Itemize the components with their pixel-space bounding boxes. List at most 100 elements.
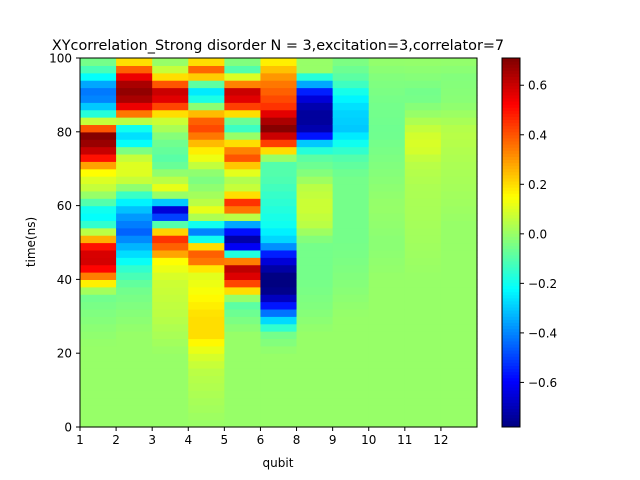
colorbar-band <box>502 393 520 397</box>
heatmap-cell <box>80 220 117 229</box>
heatmap-cell <box>296 235 334 244</box>
heatmap-cell <box>296 183 334 192</box>
heatmap-cell <box>332 412 370 421</box>
heatmap-cell <box>296 65 334 74</box>
heatmap-cell <box>440 331 478 340</box>
heatmap-cell <box>260 176 298 185</box>
colorbar-band <box>502 248 520 253</box>
heatmap-cell <box>152 345 189 354</box>
colorbar-band <box>502 137 520 142</box>
heatmap-cell <box>368 235 406 244</box>
heatmap-cell <box>296 419 334 428</box>
heatmap-cell <box>116 80 153 89</box>
heatmap-cell <box>80 353 117 362</box>
heatmap-cell <box>296 176 334 185</box>
heatmap-cell <box>188 367 225 376</box>
heatmap-cell <box>224 102 262 111</box>
heatmap-cell <box>188 235 225 244</box>
heatmap-cell <box>440 338 478 347</box>
heatmap-cell <box>296 308 334 317</box>
heatmap-cell <box>296 249 334 258</box>
colorbar-band <box>502 334 520 339</box>
heatmap-cell <box>332 249 370 258</box>
heatmap-cell <box>152 404 189 413</box>
colorbar-band <box>502 405 520 410</box>
colorbar-band <box>502 141 520 145</box>
heatmap-cell <box>440 301 478 310</box>
heatmap-cell <box>332 65 370 74</box>
heatmap-cell <box>80 131 117 140</box>
heatmap-cell <box>368 161 406 170</box>
heatmap-cell <box>440 190 478 199</box>
heatmap-cell <box>224 323 262 332</box>
heatmap-cell <box>152 212 189 221</box>
colorbar-band <box>502 316 520 320</box>
colorbar-band <box>502 347 520 351</box>
heatmap-cell <box>440 65 478 74</box>
heatmap-cell <box>260 286 298 295</box>
heatmap-cell <box>440 109 478 118</box>
heatmap-cell <box>152 367 189 376</box>
heatmap-cell <box>188 198 225 207</box>
heatmap-cell <box>188 338 225 347</box>
x-tick-label: 6 <box>257 433 265 447</box>
heatmap-cell <box>260 102 298 111</box>
heatmap-cell <box>440 139 478 148</box>
heatmap-cell <box>224 205 262 214</box>
heatmap-cell <box>368 190 406 199</box>
colorbar-band <box>502 224 520 228</box>
heatmap-cell <box>80 301 117 310</box>
heatmap-cell <box>152 109 189 118</box>
heatmap-cell <box>368 331 406 340</box>
heatmap-cell <box>260 220 298 229</box>
heatmap-cell <box>152 353 189 362</box>
heatmap-cell <box>440 235 478 244</box>
heatmap-cell <box>80 419 117 428</box>
heatmap-cell <box>296 131 334 140</box>
heatmap-cell <box>224 198 262 207</box>
heatmap-cell <box>152 323 189 332</box>
heatmap-cell <box>224 367 262 376</box>
heatmap-cell <box>188 360 225 369</box>
heatmap-cell <box>368 146 406 155</box>
heatmap-cell <box>404 242 442 251</box>
colorbar-band <box>502 128 520 133</box>
heatmap-cell <box>440 183 478 192</box>
heatmap-cell <box>80 58 117 66</box>
heatmap-cell <box>296 190 334 199</box>
heatmap-cell <box>224 212 262 221</box>
colorbar-band <box>502 322 520 327</box>
colorbar-band <box>502 285 520 290</box>
colorbar-band <box>502 150 520 154</box>
heatmap-cell <box>224 58 262 66</box>
colorbar-band <box>502 359 520 363</box>
colorbar-band <box>502 307 520 311</box>
heatmap-cell <box>404 176 442 185</box>
heatmap-cell <box>260 235 298 244</box>
heatmap-cells <box>80 58 478 428</box>
heatmap-cell <box>80 190 117 199</box>
colorbar-band <box>502 383 520 388</box>
heatmap-cell <box>188 146 225 155</box>
heatmap-cell <box>404 80 442 89</box>
heatmap-cell <box>80 316 117 325</box>
heatmap-cell <box>188 301 225 310</box>
heatmap-cell <box>116 65 153 74</box>
heatmap-cell <box>296 257 334 266</box>
heatmap-cell <box>440 161 478 170</box>
colorbar-band <box>502 73 520 77</box>
heatmap-cell <box>332 397 370 406</box>
heatmap-cell <box>224 308 262 317</box>
heatmap-cell <box>404 198 442 207</box>
heatmap-cell <box>368 124 406 133</box>
heatmap-cell <box>152 257 189 266</box>
colorbar-band <box>502 254 520 259</box>
heatmap-cell <box>80 286 117 295</box>
heatmap-cell <box>296 331 334 340</box>
heatmap-cell <box>404 279 442 288</box>
heatmap-cell <box>260 294 298 303</box>
heatmap-cell <box>224 249 262 258</box>
heatmap-cell <box>332 345 370 354</box>
heatmap-cell <box>152 94 189 103</box>
colorbar-band <box>502 101 520 105</box>
